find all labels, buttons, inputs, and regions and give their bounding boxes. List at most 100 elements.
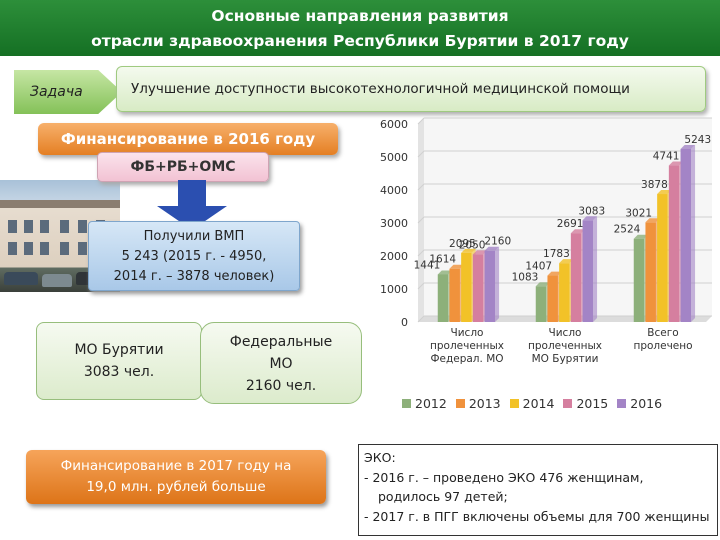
x-category-label: пролеченных: [430, 340, 504, 352]
x-category-label: МО Бурятии: [532, 353, 599, 365]
bar-side: [495, 246, 500, 322]
bar-2014-0: [461, 252, 472, 322]
federal-mo-value: 2160 чел.: [245, 378, 317, 394]
bar-top: [437, 270, 453, 275]
legend-swatch: [617, 398, 627, 408]
bar-2014-2: [657, 194, 668, 322]
bar-top: [484, 246, 500, 251]
y-tick-label: 2000: [380, 250, 408, 263]
financing-2017-line2: 19,0 млн. рублей больше: [86, 479, 266, 495]
data-label: 3083: [578, 205, 605, 217]
legend-swatch: [402, 398, 411, 408]
y-tick-label: 4000: [380, 184, 408, 197]
legend-item-2012: 2012: [402, 396, 447, 411]
data-label: 2691: [557, 218, 584, 230]
y-tick-label: 1000: [380, 283, 408, 296]
bar-2016-0: [484, 250, 496, 322]
data-label: 2160: [484, 236, 511, 248]
bar-top: [582, 216, 598, 221]
data-label: 3878: [641, 179, 668, 191]
bar-2013-2: [645, 222, 656, 322]
bar-2015-2: [668, 165, 680, 322]
data-label: 1783: [543, 248, 570, 260]
bar-top: [559, 259, 574, 264]
bar-top: [461, 248, 476, 253]
x-category-label: Число: [549, 327, 582, 339]
data-label: 2095: [449, 238, 476, 250]
bar-2015-1: [570, 233, 582, 322]
legend-label: 2016: [630, 395, 663, 411]
bar-top: [449, 264, 464, 269]
x-category-label: пролечено: [633, 340, 692, 352]
legend-label: 2013: [468, 395, 501, 411]
header-title-line2: отрасли здравоохранения Республики Бурят…: [91, 32, 629, 50]
x-category-label: Всего: [647, 327, 678, 339]
funding-sources: ФБ+РБ+ОМС: [97, 152, 269, 182]
treatment-bar-chart: 0 1000 2000 3000 4000 5000 6000 1441 1083 2524 161…: [380, 117, 712, 365]
y-tick-label: 3000: [380, 217, 408, 230]
bar-2016-2: [680, 148, 692, 322]
data-label: 1083: [512, 271, 539, 283]
bar-top: [535, 282, 551, 287]
bar-top: [472, 250, 488, 255]
bar-2015-0: [472, 254, 484, 322]
legend-label: 2015: [576, 395, 609, 411]
bar-top: [657, 190, 672, 195]
data-label: 3021: [625, 207, 652, 219]
header-title-line1: Основные направления развития: [211, 7, 509, 25]
legend-swatch: [455, 398, 465, 408]
bar-top: [547, 271, 562, 276]
eko-info-box: ЭКО: - 2016 г. – проведено ЭКО 476 женщи…: [358, 444, 718, 536]
bar-side: [593, 216, 598, 322]
bar-top: [645, 218, 660, 223]
chart-legend: 2012 2013 2014 2015 2016: [402, 392, 702, 414]
bar-top: [668, 161, 684, 166]
data-label: 4741: [653, 151, 680, 163]
bar-side: [691, 144, 696, 322]
eko-line-2017: - 2017 г. в ПГГ включены объемы для 700 …: [364, 508, 710, 524]
mo-buryatia-label: МО Бурятии: [74, 342, 164, 358]
legend-item-2013: 2013: [455, 395, 501, 411]
x-category-label: пролеченных: [528, 340, 602, 352]
bar-2013-1: [547, 275, 558, 322]
bar-top: [680, 144, 696, 149]
received-line3: 2014 г. – 3878 человек): [113, 269, 275, 284]
received-line1: Получили ВМП: [143, 229, 245, 244]
bar-2012-2: [633, 238, 645, 322]
data-label: 1614: [429, 254, 456, 266]
y-tick-label: 0: [401, 316, 408, 329]
y-tick-label: 6000: [380, 118, 408, 131]
bar-2012-1: [535, 286, 547, 322]
x-category-label: Число: [451, 327, 484, 339]
federal-mo-label2: МО: [269, 356, 293, 372]
legend-swatch: [509, 398, 519, 408]
legend-item-2014: 2014: [509, 395, 555, 411]
legend-label: 2012: [415, 395, 447, 411]
data-label: 5243: [684, 134, 711, 146]
financing-2017-line1: Финансирование в 2017 году на: [60, 458, 292, 474]
legend-item-2015: 2015: [563, 396, 608, 411]
received-vmp-box: Получили ВМП 5 243 (2015 г. - 4950, 2014…: [88, 221, 300, 291]
data-label: 2050: [459, 239, 486, 251]
bar-2013-0: [449, 268, 460, 322]
task-label: Задача: [14, 70, 122, 114]
federal-mo-box: Федеральные МО 2160 чел.: [200, 322, 362, 404]
financing-2016-title: Финансирование в 2016 году: [38, 123, 338, 155]
financing-2017-box: Финансирование в 2017 году на 19,0 млн. …: [26, 450, 326, 504]
federal-mo-label1: Федеральные: [229, 334, 333, 350]
data-label: 1441: [414, 259, 441, 271]
y-tick-label: 5000: [380, 151, 408, 164]
x-category-label: Федерал. МО: [430, 353, 503, 365]
bar-top: [570, 229, 586, 234]
bar-top: [633, 234, 649, 239]
received-line2: 5 243 (2015 г. - 4950,: [121, 249, 267, 264]
legend-swatch: [563, 398, 573, 408]
bar-2016-1: [582, 220, 594, 322]
legend-label: 2014: [522, 395, 555, 411]
mo-buryatia-value: 3083 чел.: [83, 364, 155, 380]
data-label: 1407: [525, 261, 552, 273]
eko-line-births: родилось 97 детей;: [378, 489, 508, 504]
data-label: 2524: [614, 224, 641, 236]
eko-line-2016: - 2016 г. – проведено ЭКО 476 женщинам,: [364, 469, 644, 485]
slide-header: Основные направления развития отрасли зд…: [0, 0, 720, 56]
